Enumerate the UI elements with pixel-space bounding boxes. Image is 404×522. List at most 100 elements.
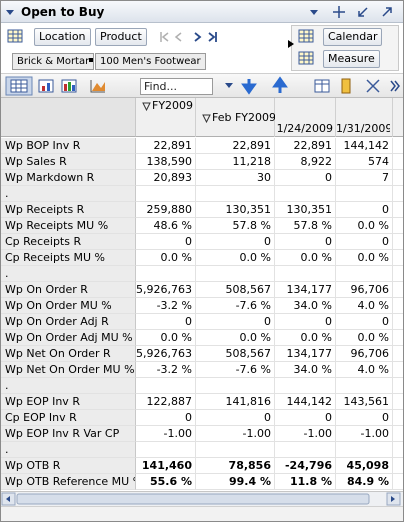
calendar-button[interactable]: Calendar xyxy=(323,28,383,46)
nav-arrows[interactable] xyxy=(159,31,219,43)
window-title: Open to Buy xyxy=(21,5,105,19)
row-filler xyxy=(393,154,403,170)
data-cell: 22,891 xyxy=(136,138,196,154)
data-cell: 11,218 xyxy=(196,154,275,170)
data-cell: 0.0 % xyxy=(275,330,336,346)
grid-icon[interactable] xyxy=(7,29,23,43)
toolbar-icons[interactable] xyxy=(221,76,401,96)
row-label[interactable]: Cp Receipts R xyxy=(1,234,136,250)
row-label[interactable]: . xyxy=(1,378,136,394)
data-cell: 144,142 xyxy=(336,138,393,154)
horizontal-scrollbar[interactable] xyxy=(1,491,403,506)
data-cell: 4.0 % xyxy=(336,362,393,378)
data-cell: 0 xyxy=(275,410,336,426)
data-cell xyxy=(196,266,275,282)
data-cell: 141,460 xyxy=(136,458,196,474)
row-filler xyxy=(393,170,403,186)
data-cell: 20,893 xyxy=(136,170,196,186)
status-bar xyxy=(1,506,403,521)
data-cell: 84.9 % xyxy=(336,474,393,490)
row-label[interactable]: Wp On Order Adj R xyxy=(1,314,136,330)
location-value[interactable]: Brick & Mortar xyxy=(12,53,95,70)
filter-icon[interactable] xyxy=(202,114,211,123)
data-cell: 5,926,763 xyxy=(136,346,196,362)
data-cell xyxy=(136,186,196,202)
row-label[interactable]: Wp EOP Inv R Var CP xyxy=(1,426,136,442)
product-value[interactable]: 100 Men's Footwear xyxy=(95,53,206,70)
data-cell: 11.8 % xyxy=(275,474,336,490)
row-filler xyxy=(393,362,403,378)
data-cell: 0.0 % xyxy=(336,330,393,346)
column-header[interactable]: 1/24/2009 xyxy=(276,122,333,135)
row-label[interactable]: Wp Net On Order MU % xyxy=(1,362,136,378)
collapse-icon[interactable] xyxy=(4,6,16,18)
location-button[interactable]: Location xyxy=(34,28,91,46)
row-filler xyxy=(393,410,403,426)
data-cell: 259,880 xyxy=(136,202,196,218)
row-label[interactable]: Cp Receipts MU % xyxy=(1,250,136,266)
window-controls[interactable] xyxy=(307,4,399,20)
column-header[interactable]: FY2009 xyxy=(152,99,194,112)
row-label[interactable]: Wp EOP Inv R xyxy=(1,394,136,410)
column-header[interactable]: Feb FY2009 xyxy=(212,111,275,124)
row-filler xyxy=(393,282,403,298)
row-label[interactable]: . xyxy=(1,266,136,282)
row-filler xyxy=(393,218,403,234)
data-cell: 57.8 % xyxy=(196,218,275,234)
panel-arrow[interactable] xyxy=(287,39,295,49)
data-cell: 0 xyxy=(196,314,275,330)
row-label[interactable]: Cp EOP Inv R xyxy=(1,410,136,426)
data-cell: 4.0 % xyxy=(336,298,393,314)
data-cell xyxy=(336,266,393,282)
row-label[interactable]: Wp On Order Adj MU % xyxy=(1,330,136,346)
row-filler xyxy=(393,426,403,442)
row-filler xyxy=(393,266,403,282)
data-cell: 0 xyxy=(336,234,393,250)
data-cell: 138,590 xyxy=(136,154,196,170)
row-filler xyxy=(393,314,403,330)
data-cell: 30 xyxy=(196,170,275,186)
row-label[interactable]: Wp OTB R xyxy=(1,458,136,474)
row-label[interactable]: Wp On Order R xyxy=(1,282,136,298)
data-cell: 0 xyxy=(136,314,196,330)
row-label[interactable]: Wp Receipts R xyxy=(1,202,136,218)
row-label[interactable]: Wp OTB Reference MU % xyxy=(1,474,136,490)
row-label[interactable]: . xyxy=(1,442,136,458)
row-filler xyxy=(393,186,403,202)
find-input[interactable]: Find... xyxy=(140,78,213,95)
view-icons[interactable] xyxy=(5,76,135,96)
measure-button[interactable]: Measure xyxy=(323,50,380,68)
data-cell xyxy=(196,378,275,394)
row-label[interactable]: Wp Net On Order R xyxy=(1,346,136,362)
data-cell: 0.0 % xyxy=(136,250,196,266)
data-cell: 122,887 xyxy=(136,394,196,410)
data-cell: 508,567 xyxy=(196,346,275,362)
data-cell: 0 xyxy=(336,314,393,330)
separator xyxy=(89,58,93,62)
row-filler xyxy=(393,474,403,490)
data-cell: 130,351 xyxy=(275,202,336,218)
row-label[interactable]: Wp On Order MU % xyxy=(1,298,136,314)
data-cell: 55.6 % xyxy=(136,474,196,490)
row-label[interactable]: Wp Receipts MU % xyxy=(1,218,136,234)
product-button[interactable]: Product xyxy=(95,28,147,46)
data-cell: 0 xyxy=(275,234,336,250)
data-cell: 22,891 xyxy=(275,138,336,154)
row-label[interactable]: . xyxy=(1,186,136,202)
row-label[interactable]: Wp Sales R xyxy=(1,154,136,170)
data-cell: 57.8 % xyxy=(275,218,336,234)
filter-icon[interactable] xyxy=(142,102,151,111)
data-cell xyxy=(136,442,196,458)
data-cell: -3.2 % xyxy=(136,298,196,314)
row-label[interactable]: Wp Markdown R xyxy=(1,170,136,186)
data-cell xyxy=(336,378,393,394)
column-header[interactable]: 1/31/2009 xyxy=(336,122,390,135)
data-cell xyxy=(275,442,336,458)
data-cell: 143,561 xyxy=(336,394,393,410)
data-cell: 78,856 xyxy=(196,458,275,474)
row-label[interactable]: Wp BOP Inv R xyxy=(1,138,136,154)
data-cell: 0 xyxy=(196,234,275,250)
data-cell xyxy=(136,378,196,394)
data-cell xyxy=(196,442,275,458)
